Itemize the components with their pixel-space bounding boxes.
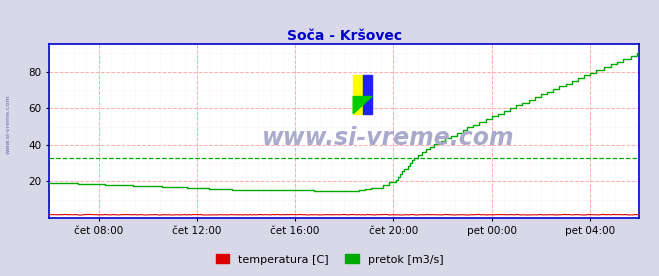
Title: Soča - Kršovec: Soča - Kršovec	[287, 29, 402, 43]
Bar	[353, 75, 362, 114]
Text: www.si-vreme.com: www.si-vreme.com	[5, 94, 11, 154]
Bar	[362, 75, 372, 114]
Polygon shape	[353, 97, 372, 114]
Text: www.si-vreme.com: www.si-vreme.com	[262, 126, 515, 150]
Legend: temperatura [C], pretok [m3/s]: temperatura [C], pretok [m3/s]	[212, 250, 447, 269]
